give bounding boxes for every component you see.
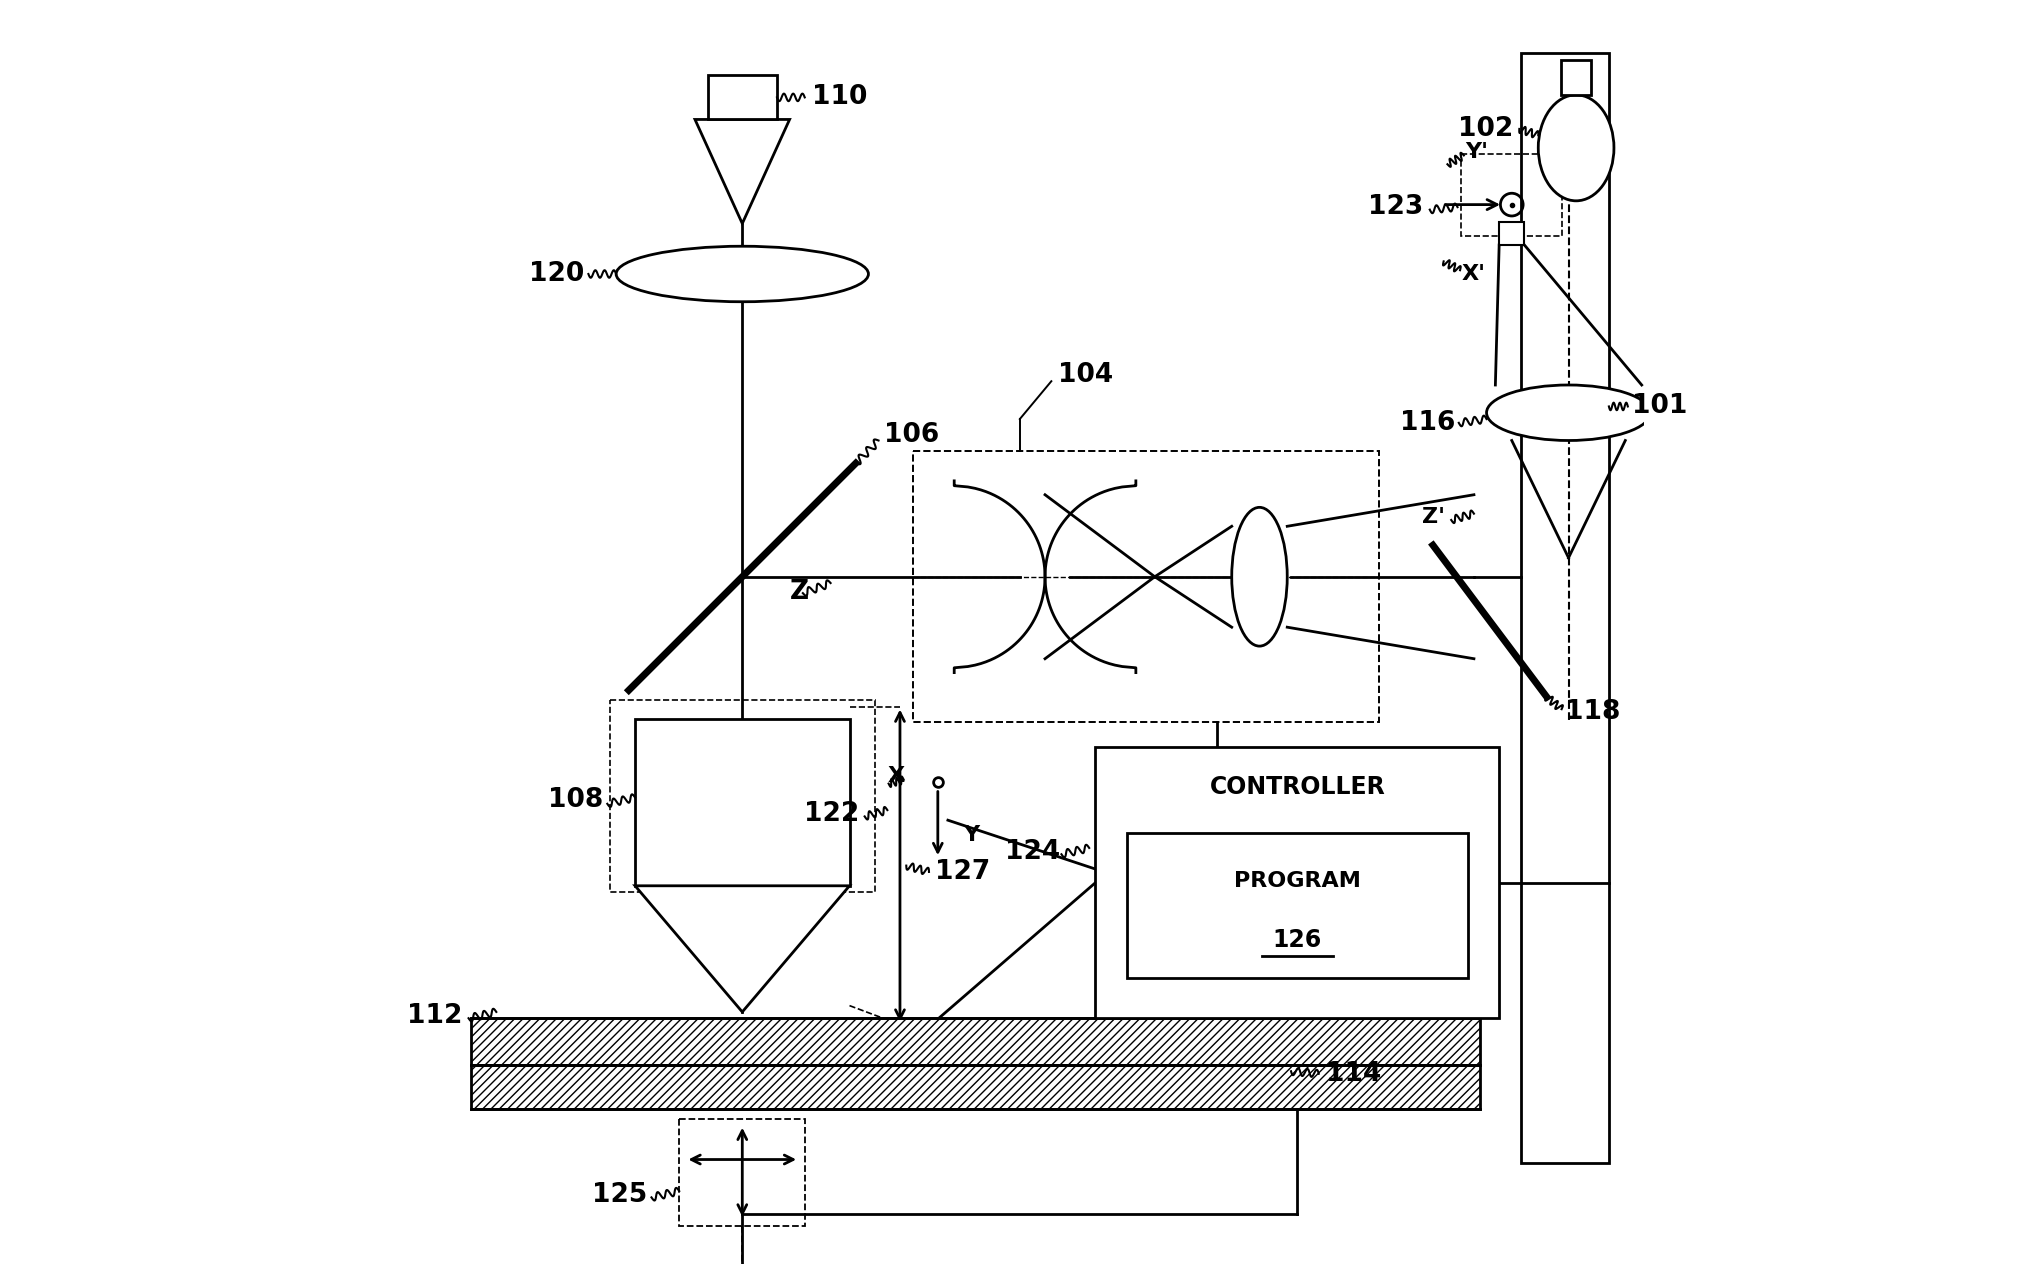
Text: Z': Z': [1421, 508, 1445, 527]
Bar: [1561, 60, 1591, 95]
Text: PROGRAM: PROGRAM: [1234, 870, 1360, 891]
Bar: [1461, 155, 1563, 236]
Bar: [1520, 53, 1609, 1163]
Text: Y': Y': [1466, 142, 1488, 162]
Bar: [1095, 748, 1500, 1019]
Bar: [912, 451, 1378, 722]
Ellipse shape: [1538, 95, 1613, 201]
Text: 114: 114: [1326, 1060, 1382, 1087]
Text: 123: 123: [1368, 194, 1423, 220]
Text: Y: Y: [963, 825, 979, 845]
Bar: [610, 701, 876, 892]
Text: X: X: [888, 767, 904, 786]
Text: X': X': [1461, 264, 1486, 284]
Text: 110: 110: [813, 85, 868, 110]
Text: CONTROLLER: CONTROLLER: [1210, 775, 1384, 799]
Text: 124: 124: [1005, 839, 1060, 865]
Text: Z: Z: [791, 579, 809, 604]
Text: 120: 120: [529, 261, 584, 288]
Bar: [1127, 832, 1468, 978]
Ellipse shape: [1232, 507, 1287, 646]
Text: 126: 126: [1273, 927, 1322, 952]
Polygon shape: [695, 119, 791, 223]
Polygon shape: [634, 886, 849, 1012]
Text: 122: 122: [805, 801, 859, 827]
Text: 104: 104: [1058, 362, 1113, 388]
Bar: [470, 1066, 1480, 1109]
Text: 112: 112: [407, 1002, 462, 1029]
Bar: [634, 720, 849, 886]
Bar: [679, 1119, 805, 1225]
Text: 108: 108: [547, 787, 604, 813]
Text: 127: 127: [934, 859, 991, 884]
Bar: [470, 1019, 1480, 1066]
Text: 101: 101: [1632, 394, 1686, 419]
Ellipse shape: [616, 246, 868, 302]
Text: 106: 106: [884, 422, 939, 449]
Bar: [707, 75, 776, 119]
Text: 102: 102: [1457, 115, 1512, 142]
Bar: [1500, 222, 1524, 245]
Ellipse shape: [1486, 385, 1650, 441]
Text: 125: 125: [592, 1182, 649, 1207]
Text: 118: 118: [1565, 698, 1622, 725]
Text: 116: 116: [1399, 409, 1455, 436]
